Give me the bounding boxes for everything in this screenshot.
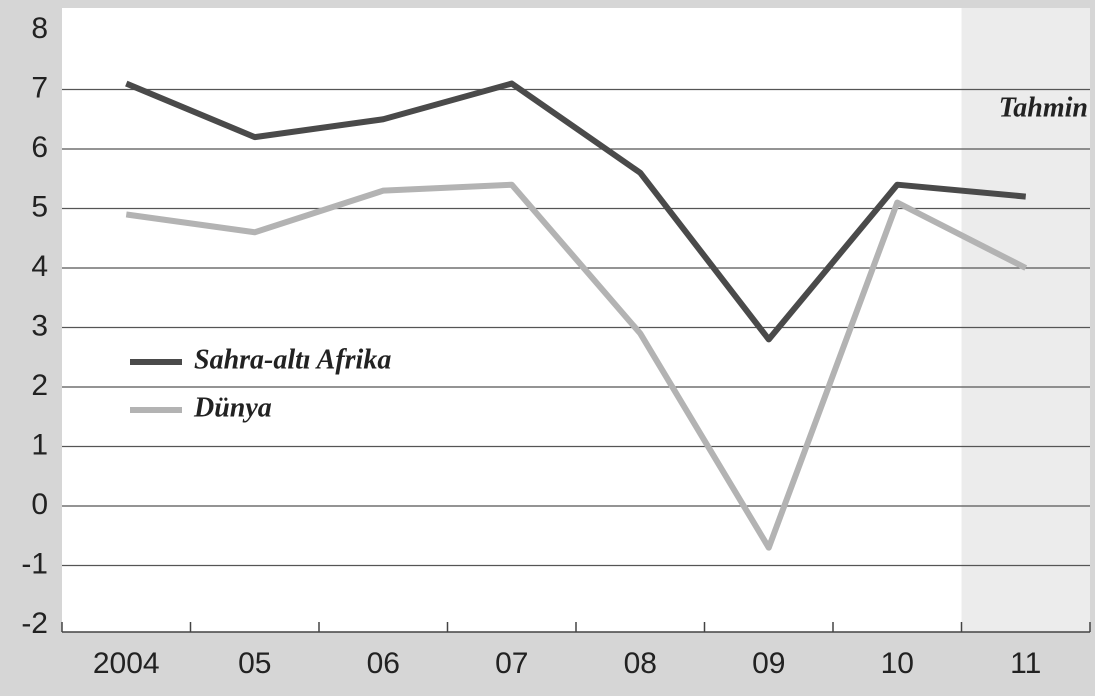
- y-tick-label: 5: [31, 190, 48, 223]
- x-tick-label: 10: [881, 647, 914, 680]
- y-tick-label: 2: [31, 369, 48, 402]
- y-tick-label: 1: [31, 428, 48, 461]
- legend-label: Dünya: [193, 392, 272, 423]
- x-tick-label: 08: [624, 647, 657, 680]
- annotation: Tahmin: [999, 92, 1088, 123]
- y-tick-label: 6: [31, 131, 48, 164]
- x-tick-label: 11: [1010, 647, 1041, 680]
- forecast-shade: [961, 8, 1090, 632]
- series-line: [125, 181, 1028, 551]
- y-tick-label: 4: [31, 250, 48, 283]
- y-tick-label: 0: [31, 488, 48, 521]
- x-tick-label: 09: [752, 647, 785, 680]
- y-tick-label: -1: [21, 547, 48, 580]
- y-tick-label: 8: [31, 12, 48, 45]
- plot-area: [62, 8, 1090, 632]
- y-tick-label: -2: [21, 607, 48, 640]
- x-tick-label: 06: [367, 647, 400, 680]
- legend-label: Sahra-altı Afrika: [194, 344, 391, 375]
- x-tick-label: 07: [495, 647, 528, 680]
- y-tick-label: 3: [31, 309, 48, 342]
- x-tick-label: 2004: [93, 647, 160, 680]
- x-tick-label: 05: [238, 647, 271, 680]
- series-line: [125, 80, 1027, 343]
- y-tick-label: 7: [31, 71, 48, 104]
